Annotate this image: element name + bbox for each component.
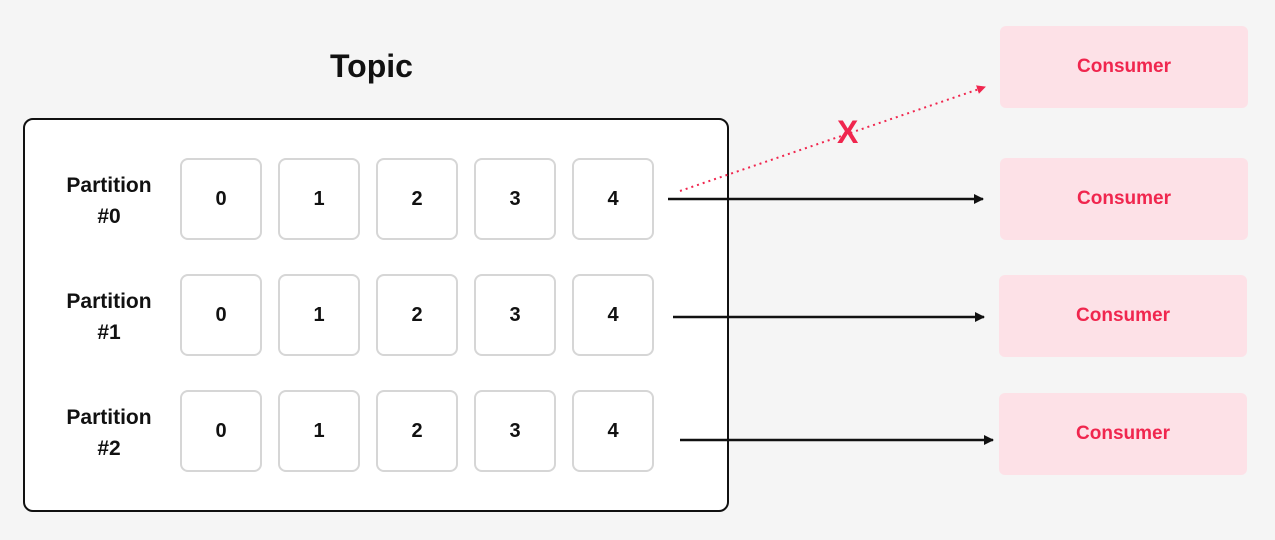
consumer-box: Consumer (999, 393, 1247, 475)
offset-cell: 0 (180, 158, 262, 240)
offset-cell: 1 (278, 274, 360, 356)
offset-cell: 3 (474, 390, 556, 472)
partition-label-2: Partition #2 (49, 402, 169, 464)
consumer-box-blocked: Consumer (1000, 26, 1248, 108)
partition-label-number: #1 (97, 321, 121, 344)
partition-label-number: #2 (97, 437, 121, 460)
offset-cell: 4 (572, 274, 654, 356)
offset-cell: 1 (278, 390, 360, 472)
partition-label-title: Partition (66, 406, 152, 429)
blocked-dotted-arrow (679, 85, 986, 192)
offset-cell: 0 (180, 274, 262, 356)
offset-cell: 3 (474, 158, 556, 240)
blocked-x-icon: X (837, 114, 859, 150)
partition-label-number: #0 (97, 205, 121, 228)
offset-cell: 4 (572, 158, 654, 240)
topic-title: Topic (330, 48, 413, 84)
offset-cell: 1 (278, 158, 360, 240)
partition-label-title: Partition (66, 290, 152, 313)
offset-cell: 2 (376, 158, 458, 240)
offset-cell: 4 (572, 390, 654, 472)
partition-label-title: Partition (66, 174, 152, 197)
offset-cell: 2 (376, 274, 458, 356)
partition-label-1: Partition #1 (49, 286, 169, 348)
partition-label-0: Partition #0 (49, 170, 169, 232)
consumer-box: Consumer (999, 275, 1247, 357)
offset-cell: 2 (376, 390, 458, 472)
consumer-box: Consumer (1000, 158, 1248, 240)
offset-cell: 0 (180, 390, 262, 472)
offset-cell: 3 (474, 274, 556, 356)
